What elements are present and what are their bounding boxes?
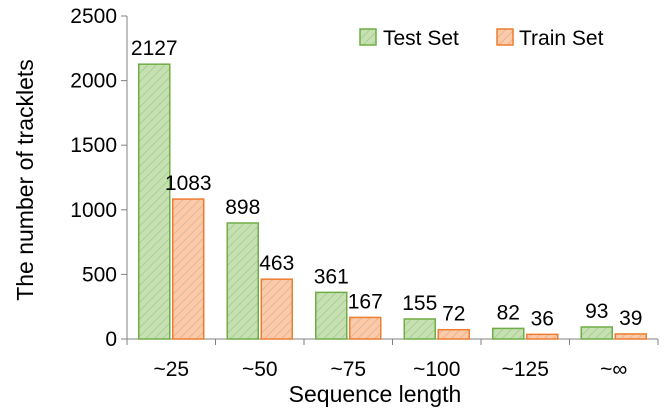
legend-swatch-train [496,28,514,46]
data-label-test-set: 2127 [131,37,178,60]
data-label-test-set: 898 [225,196,260,219]
x-tick-label: ~25 [153,358,189,381]
data-label-train-set: 167 [348,290,383,313]
legend: Test Set Train Set [359,27,604,50]
y-tick-label: 2500 [70,5,117,28]
x-tick-label: ~125 [502,358,549,381]
bar-test-set [580,326,613,340]
bar-train-set [614,333,647,340]
y-tick-label: 1000 [70,199,117,222]
data-label-test-set: 155 [402,292,437,315]
axes: 0 500 1000 1500 2000 2500 ~25 ~50 ~75 ~100 ~125 ~∞ [70,5,659,381]
bar-train-set [526,333,559,340]
bar-train-set [349,316,382,340]
data-label-train-set: 36 [531,307,554,330]
data-label-train-set: 39 [619,307,642,330]
bars [138,63,647,340]
data-label-train-set: 72 [442,303,465,326]
legend-label-train: Train Set [519,27,604,50]
bar-test-set [315,291,348,340]
y-tick-label: 2000 [70,70,117,93]
data-label-test-set: 93 [585,300,608,323]
bar-test-set [492,327,525,340]
bar-train-set [172,198,205,340]
y-tick-label: 1500 [70,134,117,157]
legend-swatch-test [359,28,377,46]
x-tick-label: ~100 [413,358,460,381]
x-tick-label: ~75 [330,358,366,381]
data-label-test-set: 82 [497,301,520,324]
bar-train-set [437,328,470,340]
y-tick-label: 0 [105,328,117,351]
y-tick-label: 500 [82,263,117,286]
data-label-train-set: 1083 [165,172,212,195]
y-axis-title: The number of tracklets [12,59,38,301]
x-tick-label: ~∞ [600,358,627,381]
bar-test-set [403,318,436,340]
x-axis-title: Sequence length [289,381,462,407]
bar-test-set [138,63,171,340]
bar-train-set [260,278,293,340]
data-labels: 2127 898 361 155 82 93 1083 463 167 72 36 39 [131,37,643,330]
bar-test-set [226,222,259,340]
legend-label-test: Test Set [383,27,459,50]
x-tick-label: ~50 [242,358,278,381]
data-label-train-set: 463 [259,252,294,275]
data-label-test-set: 361 [314,265,349,288]
